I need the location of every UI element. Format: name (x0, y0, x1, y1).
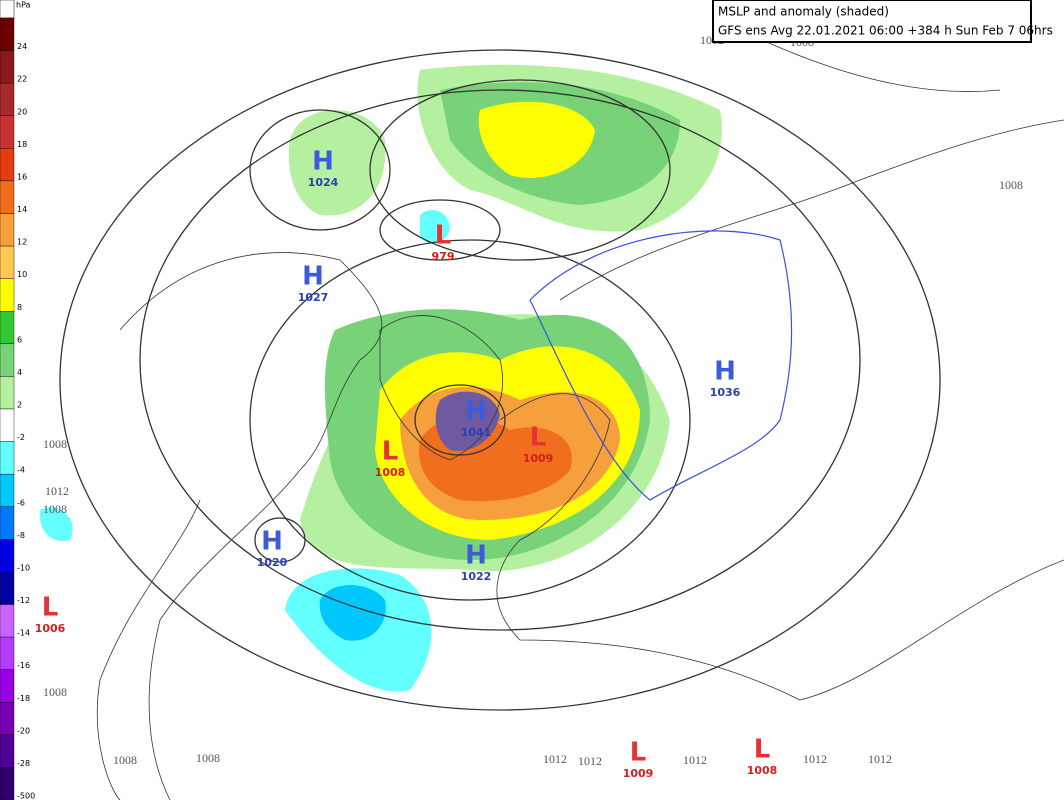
colorbar-band (0, 734, 15, 768)
isobar-labels: 1012 1008 1008 1008 1012 1008 1008 1008 1008 1012… (43, 33, 1023, 768)
colorbar-band (0, 702, 15, 736)
isobar-label: 1012 (543, 752, 567, 766)
subtitle: GFS ens Avg 22.01.2021 06:00 +384 h Sun … (718, 24, 1053, 38)
colorbar-label: 6 (17, 335, 22, 344)
center-pressure: 1009 (523, 452, 554, 465)
center-pressure: 1036 (710, 386, 741, 399)
title: MSLP and anomaly (shaded) (718, 5, 889, 19)
colorbar-label: 20 (17, 107, 27, 116)
colorbar-label: -12 (17, 596, 30, 605)
colorbar-band (0, 376, 15, 410)
center-letter: H (261, 527, 283, 557)
center-letter: H (465, 397, 487, 427)
center-pressure: 1027 (298, 291, 329, 304)
colorbar-band (0, 115, 15, 149)
isobar-label: 1012 (45, 484, 69, 498)
center-pressure: 1008 (747, 764, 778, 777)
colorbar-unit: hPa (16, 1, 31, 10)
colorbar-band (0, 311, 15, 345)
isobar-label: 1008 (43, 502, 67, 516)
colorbar-band (0, 17, 15, 51)
colorbar-label: 12 (17, 238, 27, 247)
colorbar-band (0, 408, 15, 442)
colorbar-band (0, 669, 15, 703)
center-letter: L (530, 423, 547, 453)
isobar-label: 1008 (196, 751, 220, 765)
colorbar-band (0, 571, 15, 605)
colorbar-label: -4 (17, 466, 25, 475)
colorbar-band (0, 473, 15, 507)
colorbar-band (0, 636, 15, 670)
isobar-label: 1008 (43, 437, 67, 451)
center-pressure: 1008 (375, 466, 406, 479)
colorbar-band (0, 343, 15, 377)
isobar-label: 1012 (868, 752, 892, 766)
colorbar-band (0, 213, 15, 247)
colorbar-band (0, 767, 15, 800)
center-letter: L (382, 437, 399, 467)
center-letter: H (714, 357, 736, 387)
isobars (59, 49, 941, 711)
colorbar-label: -8 (17, 531, 25, 540)
anomaly-contours (529, 230, 793, 501)
colorbar-band (0, 278, 15, 312)
colorbar-band (0, 604, 15, 638)
isobar-label: 1012 (683, 753, 707, 767)
isobar-label: 1008 (113, 753, 137, 767)
coastlines (96, 19, 1064, 800)
colorbar: hPa 24 22 20 18 16 14 12 10 8 6 4 2 -2 -4 -6 -8 -10 -12 -14… (0, 0, 35, 800)
center-letter: L (435, 221, 452, 251)
colorbar-label: 22 (17, 75, 27, 84)
colorbar-label: -10 (17, 563, 30, 572)
center-letter: H (302, 262, 324, 292)
colorbar-label: 18 (17, 140, 27, 149)
center-letter: L (42, 593, 59, 623)
colorbar-band (0, 50, 15, 84)
colorbar-band (0, 82, 15, 116)
colorbar-label: 10 (17, 270, 27, 279)
colorbar-label: -16 (17, 661, 30, 670)
colorbar-band (0, 148, 15, 182)
center-letter: H (465, 541, 487, 571)
colorbar-label: 2 (17, 401, 22, 410)
isobar-label: 1008 (999, 178, 1023, 192)
colorbar-label: -500 (17, 792, 35, 800)
isobar-label: 1012 (578, 754, 602, 768)
colorbar-band (0, 441, 15, 475)
colorbar-label: -14 (17, 629, 30, 638)
colorbar-label: -20 (17, 726, 30, 735)
colorbar-band (0, 506, 15, 540)
colorbar-top (0, 0, 15, 19)
colorbar-label: -6 (17, 498, 25, 507)
center-pressure: 1009 (623, 767, 654, 780)
isobar-label: 1012 (803, 752, 827, 766)
colorbar-band (0, 180, 15, 214)
colorbar-label: -2 (17, 433, 25, 442)
colorbar-band (0, 245, 15, 279)
center-pressure: 1006 (35, 622, 66, 635)
center-letter: H (312, 147, 334, 177)
center-pressure: 1024 (308, 176, 339, 189)
isobar-label: 1008 (43, 685, 67, 699)
colorbar-label: 4 (17, 368, 22, 377)
colorbar-label: -28 (17, 759, 30, 768)
colorbar-label: -18 (17, 694, 30, 703)
center-letter: L (754, 735, 771, 765)
center-letter: L (630, 738, 647, 768)
center-pressure: 979 (432, 250, 455, 263)
center-pressure: 1022 (461, 570, 492, 583)
colorbar-label: 14 (17, 205, 27, 214)
title-box (712, 0, 1032, 43)
colorbar-band (0, 539, 15, 573)
center-pressure: 1041 (461, 426, 492, 439)
center-pressure: 1020 (257, 556, 288, 569)
colorbar-label: 24 (17, 42, 27, 51)
colorbar-label: 8 (17, 303, 22, 312)
colorbar-label: 16 (17, 172, 27, 181)
